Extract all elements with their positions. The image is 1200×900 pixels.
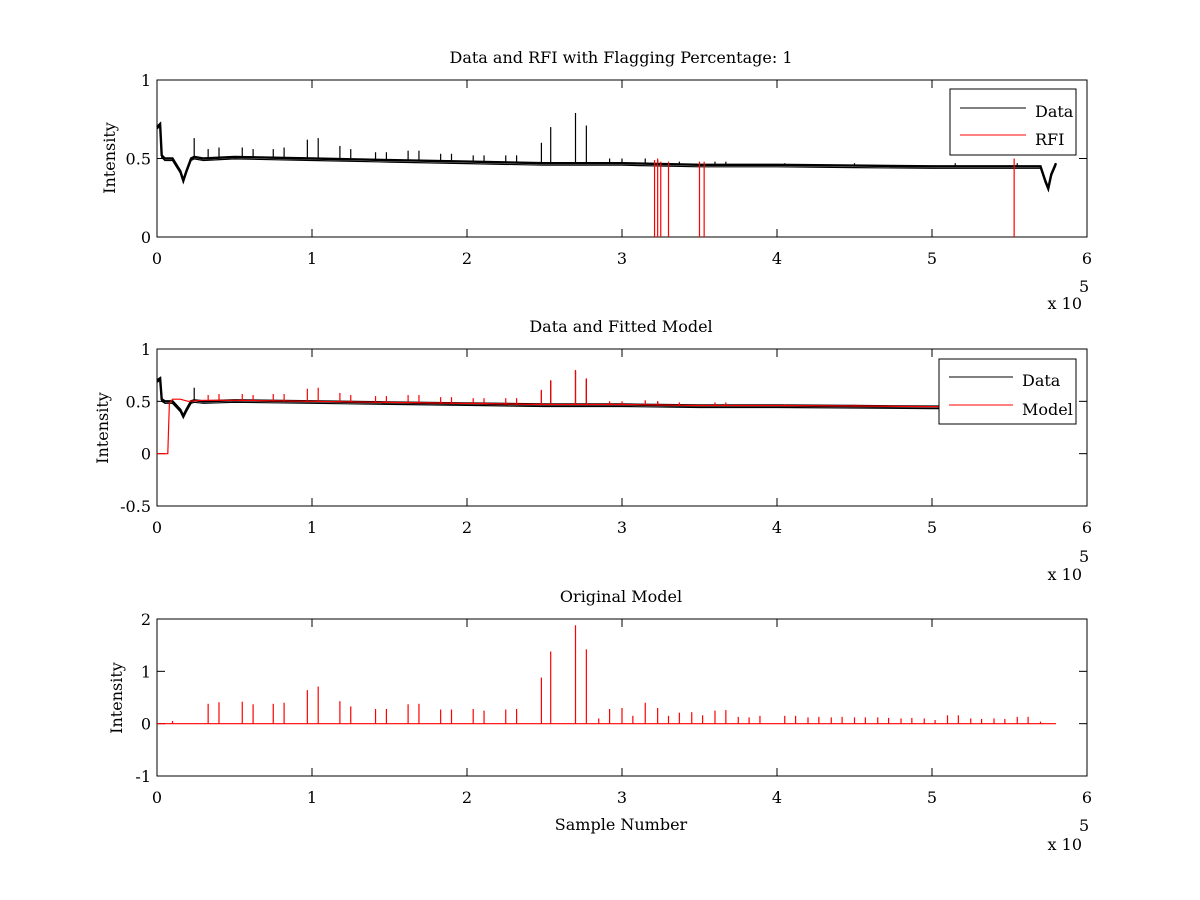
x-tick-label: 2 (462, 249, 472, 268)
panel-2-x-multiplier: x 10 (1048, 565, 1082, 584)
x-tick-label: 3 (617, 788, 627, 807)
panel-1-ticks: 0 1 2 3 4 5 6 0 0.5 1 (126, 71, 1093, 268)
panel-2-axes (156, 348, 1088, 507)
data-line-noise (156, 379, 948, 420)
panel-1-ylabel: Intensity (100, 122, 119, 194)
data-line (156, 121, 1058, 193)
x-tick-label: 1 (307, 788, 317, 807)
panel-3-series (157, 625, 1056, 725)
y-tick-label: 0.5 (126, 392, 151, 411)
panel-1-legend-data-label: Data (1035, 102, 1074, 121)
x-tick-label: 0 (152, 249, 162, 268)
panel-1-legend-rfi-label: RFI (1035, 130, 1064, 149)
x-tick-label: 6 (1082, 518, 1092, 537)
panel-2-series (156, 369, 948, 455)
panel-1-series (156, 112, 1058, 237)
x-tick-label: 5 (927, 249, 937, 268)
x-tick-label: 0 (152, 788, 162, 807)
y-tick-label: 0 (141, 228, 151, 247)
x-tick-label: 1 (307, 518, 317, 537)
x-tick-label: 4 (772, 518, 782, 537)
x-tick-label: 3 (617, 249, 627, 268)
panel-2-ticks: 0 1 2 3 4 5 6-0.500.51 (120, 340, 1092, 537)
x-tick-label: 3 (617, 518, 627, 537)
panel-1-legend: Data RFI (949, 88, 1077, 156)
panel-1: Data and RFI with Flagging Percentage: 1… (100, 48, 1092, 313)
x-tick-label: 2 (462, 518, 472, 537)
x-tick-label: 1 (307, 249, 317, 268)
x-tick-label: 2 (462, 788, 472, 807)
y-tick-label: -1 (135, 767, 151, 786)
panel-2-x-exponent: 5 (1079, 547, 1089, 566)
panel-3-ylabel: Intensity (107, 662, 126, 734)
panel-2-legend-box (938, 358, 1077, 425)
panel-2-legend-data-label: Data (1022, 371, 1061, 390)
panel-3-title: Original Model (560, 587, 682, 606)
y-tick-label: 0 (141, 715, 151, 734)
model-line (157, 398, 948, 455)
panel-2: Data and Fitted Model 0 1 2 3 4 5 6-0.500.51 I… (93, 317, 1092, 584)
y-tick-label: 0 (141, 445, 151, 464)
panel-1-x-multiplier: x 10 (1048, 294, 1082, 313)
x-tick-label: 6 (1082, 788, 1092, 807)
x-tick-label: 4 (772, 788, 782, 807)
y-tick-label: 1 (141, 71, 151, 90)
panel-2-ylabel: Intensity (93, 392, 112, 464)
panel-2-legend-model-label: Model (1022, 400, 1073, 419)
panel-1-title: Data and RFI with Flagging Percentage: 1 (449, 48, 792, 67)
x-tick-label: 5 (927, 788, 937, 807)
panel-2-legend: Data Model (938, 358, 1077, 425)
y-tick-label: 0.5 (126, 150, 151, 169)
y-tick-label: 2 (141, 610, 151, 629)
x-tick-label: 6 (1082, 249, 1092, 268)
x-tick-label: 4 (772, 249, 782, 268)
panel-3-xlabel: Sample Number (555, 815, 688, 834)
panel-2-title: Data and Fitted Model (529, 317, 712, 336)
y-tick-label: 1 (141, 662, 151, 681)
x-tick-label: 5 (927, 518, 937, 537)
data-line-noise (156, 124, 1057, 193)
x-tick-label: 0 (152, 518, 162, 537)
y-tick-label: 1 (141, 340, 151, 359)
panel-1-legend-box (949, 88, 1077, 156)
panel-1-x-exponent: 5 (1079, 277, 1089, 296)
y-tick-label: -0.5 (120, 497, 151, 516)
panel-3-x-exponent: 5 (1079, 816, 1089, 835)
panel-3-x-multiplier: x 10 (1048, 835, 1082, 854)
panel-3-axes (156, 618, 1088, 777)
